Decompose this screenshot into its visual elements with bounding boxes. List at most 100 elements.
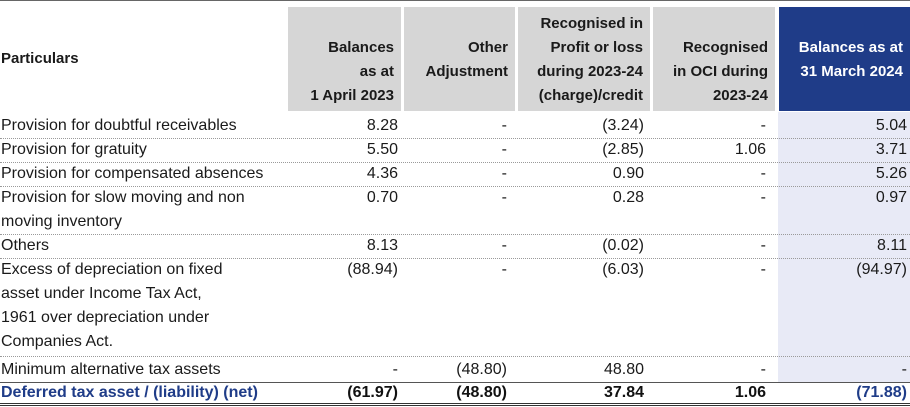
table-row: Minimum alternative tax assets - (48.80)… — [0, 358, 910, 382]
row-divider — [0, 138, 910, 139]
total-label: Deferred tax asset / (liability) (net) — [1, 382, 277, 404]
header-text: (charge)/credit — [538, 87, 643, 104]
cell-opening: 4.36 — [366, 165, 398, 182]
total-label-text: Deferred tax asset / (liability) (net) — [1, 384, 258, 401]
cell-oci: - — [760, 361, 766, 378]
row-label: Provision for compensated absences — [1, 162, 277, 186]
header-text: Profit or loss — [550, 39, 643, 56]
cell-opening: 8.28 — [366, 117, 398, 134]
header-text: as at — [359, 63, 394, 80]
cell-oci: - — [760, 261, 766, 278]
row-divider — [0, 234, 910, 235]
total-opening: (61.97) — [347, 384, 398, 401]
cell-closing: 5.04 — [875, 117, 907, 134]
top-rule — [0, 0, 910, 1]
row-label-line: 1961 over depreciation under — [1, 309, 210, 326]
row-label-line: asset under Income Tax Act, — [1, 285, 202, 302]
row-divider — [0, 186, 910, 187]
cell-opening: (88.94) — [347, 261, 398, 278]
row-label: Provision for doubtful receivables — [1, 114, 277, 138]
cell-profit-loss: (2.85) — [602, 141, 644, 158]
header-text: Recognised — [682, 39, 768, 56]
cell-oci: 1.06 — [734, 141, 766, 158]
total-profit-loss: 37.84 — [603, 384, 644, 401]
total-top-rule — [0, 382, 910, 383]
cell-closing: 0.97 — [875, 189, 907, 206]
row-label-line: Provision for slow moving and non — [1, 189, 245, 206]
row-label: Minimum alternative tax assets — [1, 358, 277, 382]
cell-adjustment: (48.80) — [456, 361, 507, 378]
cell-closing: 5.26 — [875, 165, 907, 182]
row-divider — [0, 258, 910, 259]
table-row: Provision for compensated absences 4.36 … — [0, 162, 910, 186]
cell-opening: 8.13 — [366, 237, 398, 254]
cell-adjustment: - — [501, 117, 507, 134]
cell-closing: - — [901, 361, 907, 378]
table-row: Provision for doubtful receivables 8.28 … — [0, 114, 910, 138]
cell-adjustment: - — [501, 261, 507, 278]
header-text-wrap: Other Adjustment — [404, 36, 509, 84]
cell-adjustment: - — [501, 237, 507, 254]
header-text: Adjustment — [425, 63, 509, 80]
row-label-line: Provision for doubtful receivables — [1, 117, 237, 134]
cell-profit-loss: (6.03) — [602, 261, 644, 278]
total-row: Deferred tax asset / (liability) (net) (… — [0, 382, 910, 404]
header-text: 2023-24 — [712, 87, 768, 104]
header-text: Other — [467, 39, 508, 56]
header-closing-balance: Balances as at 31 March 2024 — [779, 7, 910, 111]
row-label-line: Excess of depreciation on fixed — [1, 261, 223, 278]
row-label: Others — [1, 234, 277, 258]
cell-oci: - — [760, 189, 766, 206]
total-closing: (71.88) — [856, 384, 907, 401]
header-recognised-pl: Recognised in Profit or loss during 2023… — [518, 7, 650, 111]
cell-opening: 0.70 — [366, 189, 398, 206]
table-row: Provision for gratuity 5.50 - (2.85) 1.0… — [0, 138, 910, 162]
row-divider — [0, 356, 910, 357]
cell-adjustment: - — [501, 141, 507, 158]
header-text: in OCI during — [673, 63, 768, 80]
header-recognised-oci: Recognised in OCI during 2023-24 — [653, 7, 775, 111]
row-label-line: Provision for compensated absences — [1, 165, 264, 182]
row-label-line: Minimum alternative tax assets — [1, 361, 221, 378]
cell-profit-loss: 48.80 — [603, 361, 644, 378]
cell-profit-loss: (3.24) — [602, 117, 644, 134]
header-text: during 2023-24 — [537, 63, 643, 80]
row-label-line: Others — [1, 237, 50, 254]
row-label: Provision for slow moving and non moving… — [1, 186, 277, 234]
total-double-rule — [0, 403, 910, 406]
cell-opening: - — [392, 361, 398, 378]
cell-closing: 8.11 — [877, 237, 907, 254]
table-row: Others 8.13 - (0.02) - 8.11 — [0, 234, 910, 258]
total-oci: 1.06 — [734, 384, 766, 401]
total-adjustment: (48.80) — [456, 384, 507, 401]
row-label-line: moving inventory — [1, 213, 122, 230]
closing-balance-band — [778, 112, 910, 382]
header-text: Balances — [328, 39, 394, 56]
table-row: Provision for slow moving and non moving… — [0, 186, 910, 234]
header-opening-balance: Balances as at 1 April 2023 — [288, 7, 401, 111]
header-text: 1 April 2023 — [310, 87, 394, 104]
header-particulars-label: Particulars — [1, 50, 79, 67]
header-other-adjustment: Other Adjustment — [404, 7, 515, 111]
row-label: Provision for gratuity — [1, 138, 277, 162]
cell-oci: - — [760, 117, 766, 134]
cell-oci: - — [760, 165, 766, 182]
row-divider — [0, 162, 910, 163]
cell-closing: (94.97) — [856, 261, 907, 278]
cell-adjustment: - — [501, 165, 507, 182]
row-label-line: Provision for gratuity — [1, 141, 147, 158]
cell-profit-loss: (0.02) — [602, 237, 644, 254]
cell-closing: 3.71 — [875, 141, 907, 158]
header-particulars: Particulars — [0, 7, 280, 111]
cell-opening: 5.50 — [366, 141, 398, 158]
header-text: 31 March 2024 — [800, 63, 903, 80]
cell-oci: - — [760, 237, 766, 254]
cell-adjustment: - — [501, 189, 507, 206]
row-label-line: Companies Act. — [1, 333, 114, 350]
header-text: Recognised in — [540, 15, 643, 32]
cell-profit-loss: 0.28 — [612, 189, 644, 206]
table-row: Excess of depreciation on fixed asset un… — [0, 258, 910, 354]
row-label: Excess of depreciation on fixed asset un… — [1, 258, 277, 354]
header-text: Balances as at — [798, 39, 903, 56]
